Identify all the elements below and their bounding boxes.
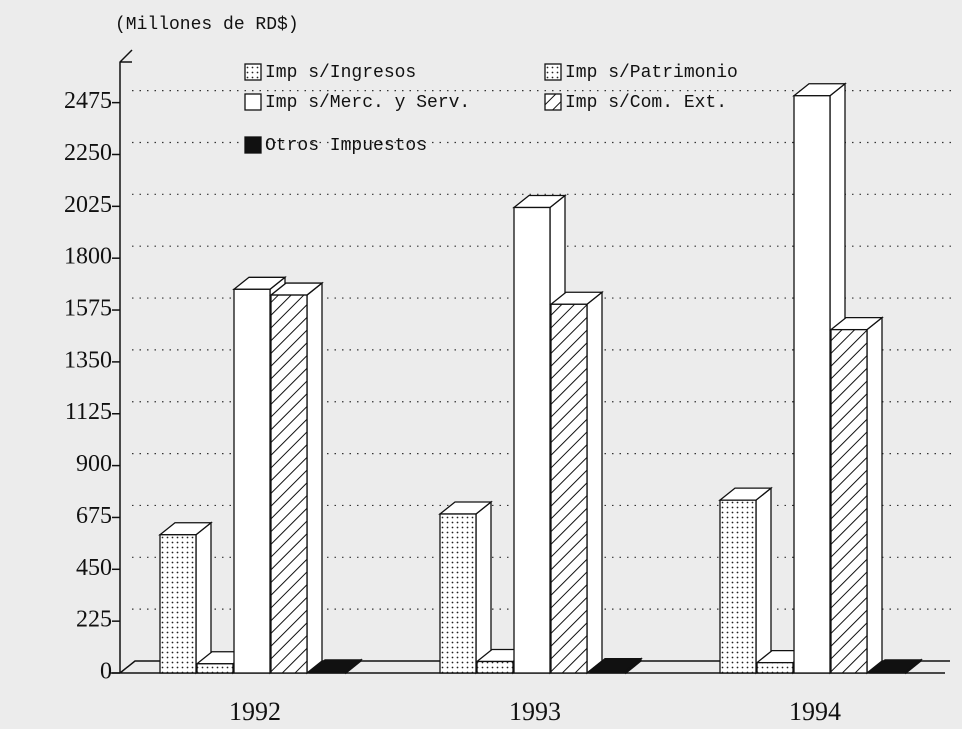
legend-label: Imp s/Merc. y Serv. [265, 93, 470, 113]
bar-side [866, 316, 883, 675]
bar-3d [588, 657, 643, 675]
bar [309, 671, 347, 674]
bar [793, 95, 831, 674]
y-tick-label: 0 [100, 659, 112, 685]
legend-label: Imp s/Ingresos [265, 63, 416, 83]
y-tick-label: 2475 [64, 88, 112, 114]
bar [869, 671, 907, 674]
bar [270, 294, 308, 674]
bar-side [586, 290, 603, 675]
y-tick-label: 1575 [64, 296, 112, 322]
y-tick-label: 675 [76, 503, 112, 529]
bar [550, 303, 588, 674]
bar-side [195, 521, 212, 675]
bar-3d [829, 316, 884, 675]
bar [196, 663, 234, 674]
bar-3d [158, 521, 213, 675]
legend-label: Otros Impuestos [265, 136, 427, 156]
legend-swatch [244, 63, 262, 81]
y-tick-label: 225 [76, 607, 112, 633]
y-axis-label: (Millones de RD$) [115, 15, 299, 35]
bar-side [306, 281, 323, 675]
bar [719, 499, 757, 674]
bar [476, 660, 514, 674]
x-tick-label: 1994 [789, 697, 841, 726]
bar [159, 534, 197, 674]
legend-swatch [244, 136, 262, 154]
x-tick-label: 1992 [229, 697, 281, 726]
y-tick-label: 1800 [64, 244, 112, 270]
legend-label: Imp s/Com. Ext. [565, 93, 727, 113]
bar [439, 513, 477, 674]
y-tick-label: 2250 [64, 140, 112, 166]
bar [830, 328, 868, 674]
bar-3d [868, 658, 923, 675]
legend-swatch [544, 63, 562, 81]
y-tick-label: 900 [76, 451, 112, 477]
legend-swatch [544, 93, 562, 111]
bar-side [475, 500, 492, 675]
y-tick-label: 450 [76, 555, 112, 581]
bar-3d [269, 281, 324, 675]
bar-3d [308, 658, 363, 675]
y-tick-label: 1350 [64, 347, 112, 373]
bar [233, 288, 271, 674]
bar [756, 661, 794, 674]
legend-label: Imp s/Patrimonio [565, 63, 738, 83]
y-tick-label: 2025 [64, 192, 112, 218]
bar-3d [438, 500, 493, 675]
bar [589, 670, 627, 674]
bar-side [755, 486, 772, 675]
bar-3d [549, 290, 604, 675]
bar-3d [718, 486, 773, 675]
y-tick-label: 1125 [65, 399, 112, 425]
x-tick-label: 1993 [509, 697, 561, 726]
legend-swatch [244, 93, 262, 111]
bar [513, 206, 551, 674]
